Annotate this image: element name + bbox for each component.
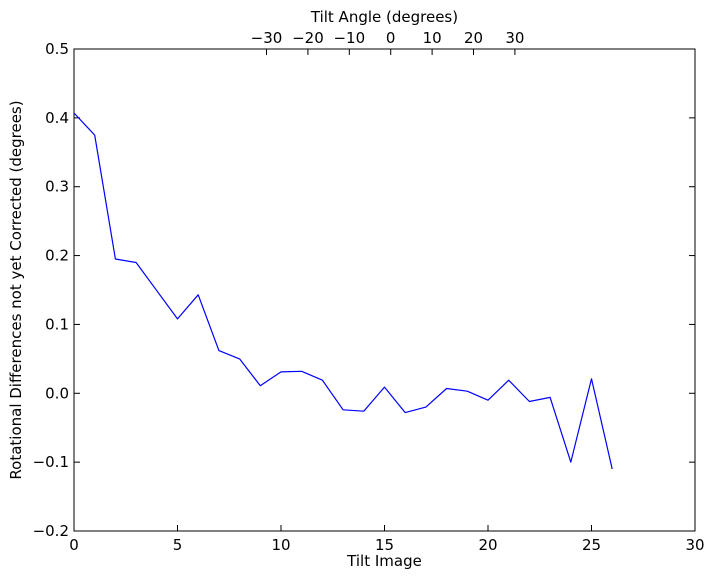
x-tick-label: 30 (685, 536, 704, 554)
top-tick-label: 30 (505, 29, 524, 47)
top-axis-title: Tilt Angle (degrees) (310, 8, 458, 26)
y-tick-label: −0.2 (33, 522, 69, 540)
x-tick-label: 25 (582, 536, 601, 554)
top-tick-label: 0 (386, 29, 396, 47)
top-tick-label: 10 (423, 29, 442, 47)
x-tick-label: 0 (69, 536, 79, 554)
y-axis-title: Rotational Differences not yet Corrected… (7, 100, 25, 479)
series-line (73, 112, 613, 470)
y-tick-label: 0.5 (45, 40, 69, 58)
x-axis-title: Tilt Image (346, 552, 422, 570)
plot-frame (73, 48, 696, 532)
y-tick-label: 0.1 (45, 315, 69, 333)
x-tick-label: 15 (375, 536, 394, 554)
top-tick-label: −30 (251, 29, 283, 47)
y-tick-label: 0.0 (45, 384, 69, 402)
y-tick-label: 0.2 (45, 247, 69, 265)
top-tick-label: 20 (464, 29, 483, 47)
x-tick-label: 5 (173, 536, 183, 554)
y-tick-label: 0.3 (45, 178, 69, 196)
x-tick-label: 20 (478, 536, 497, 554)
tick-labels: 0 5 10 15 20 25 30 −0.2 −0.1 0.0 0.1 0.2 0.3 0.4 0.5 −3… (33, 29, 705, 554)
series-group (73, 112, 613, 470)
x-tick-label: 10 (271, 536, 290, 554)
y-tick-label: 0.4 (45, 109, 69, 127)
tick-marks (73, 48, 696, 532)
y-tick-label: −0.1 (33, 453, 69, 471)
top-tick-label: −10 (333, 29, 365, 47)
top-tick-label: −20 (292, 29, 324, 47)
